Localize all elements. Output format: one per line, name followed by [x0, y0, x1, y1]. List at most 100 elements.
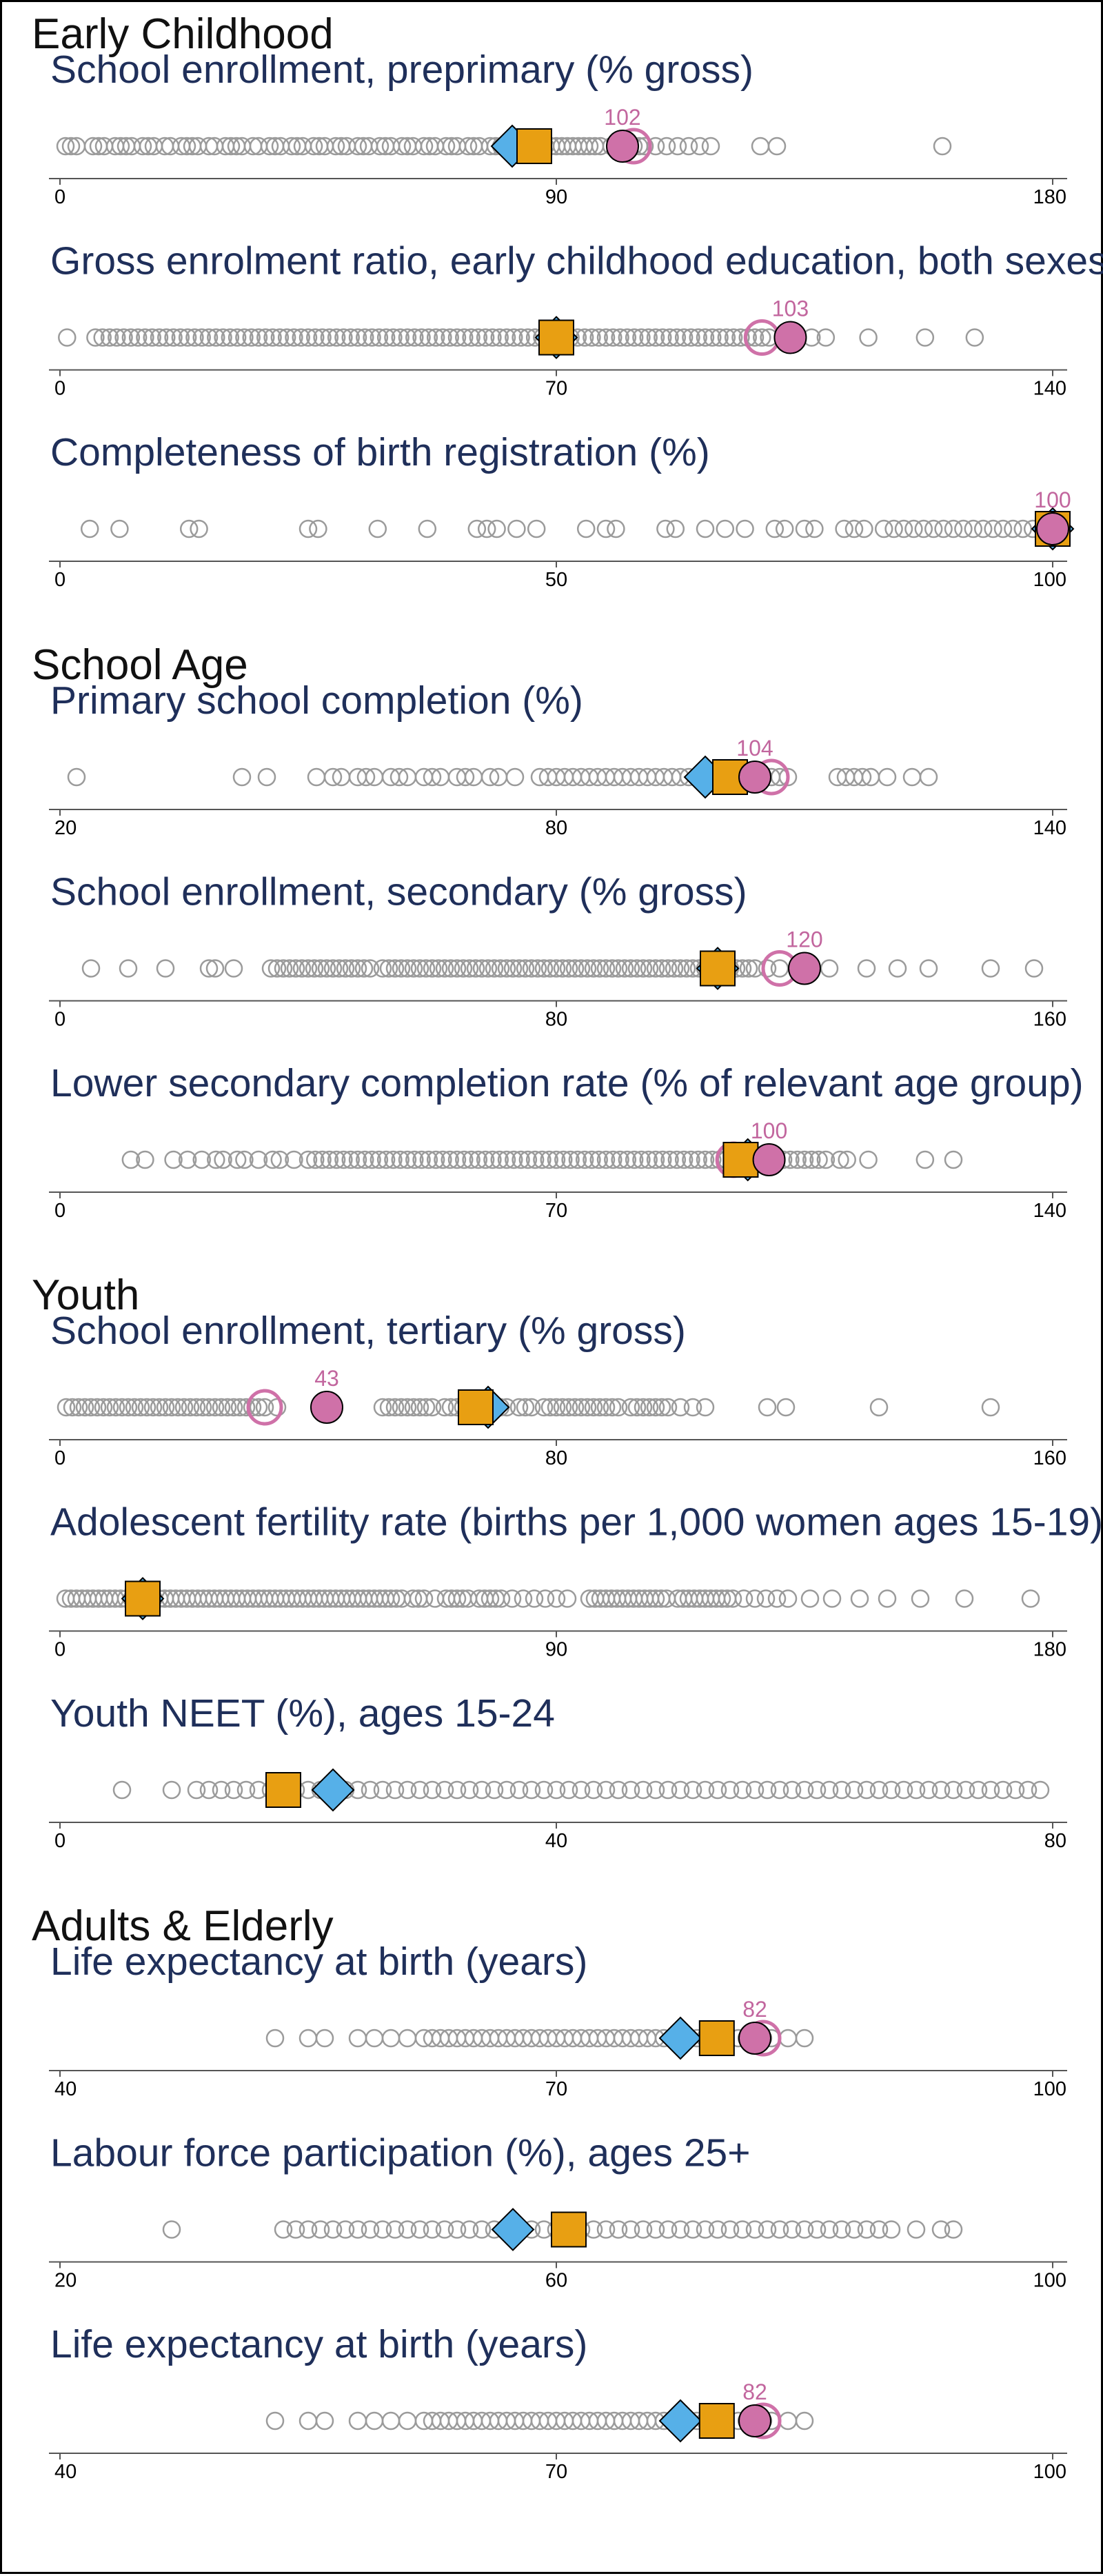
other-country-point [634, 959, 653, 978]
x-tick-label: 100 [1033, 2270, 1066, 2292]
group-average-diamond [658, 2399, 702, 2443]
other-country-point [192, 1150, 211, 1169]
other-country-point [356, 767, 376, 787]
other-country-point [646, 2220, 665, 2239]
other-country-point [497, 328, 516, 347]
other-country-point [435, 2220, 454, 2239]
other-country-point [525, 1589, 544, 1608]
other-country-point [696, 1780, 715, 1800]
other-country-point [348, 1150, 367, 1169]
other-country-point [611, 328, 629, 347]
other-country-point [106, 1398, 125, 1417]
other-country-point [462, 328, 480, 347]
other-country-point [334, 328, 353, 347]
other-country-point [311, 959, 330, 978]
other-country-point [323, 959, 343, 978]
other-country-point [306, 328, 325, 347]
other-country-point [767, 137, 787, 156]
other-country-point [483, 328, 502, 347]
other-country-point [634, 2220, 653, 2239]
other-country-point [336, 959, 355, 978]
other-country-point [844, 519, 864, 539]
other-country-point [931, 1780, 951, 1800]
other-country-point [235, 328, 254, 347]
other-country-point [178, 328, 197, 347]
other-country-point [315, 2029, 334, 2048]
other-country-point [969, 1780, 988, 1800]
other-country-point [236, 1780, 256, 1800]
other-country-point [472, 1780, 492, 1800]
country-point [310, 1391, 343, 1424]
other-country-point [218, 1398, 237, 1417]
other-country-point [416, 959, 436, 978]
other-country-point [270, 328, 290, 347]
other-country-point [75, 1398, 94, 1417]
other-country-point [429, 959, 448, 978]
other-country-point [423, 767, 442, 787]
other-country-point [954, 519, 973, 539]
other-country-point [621, 1780, 640, 1800]
other-country-point [282, 137, 301, 156]
other-country-point [363, 1150, 381, 1169]
other-country-point [143, 328, 161, 347]
other-country-point [298, 959, 318, 978]
other-country-point [265, 2411, 285, 2431]
panel-title: Youth NEET (%), ages 15-24 [50, 1691, 555, 1735]
other-country-point [121, 1150, 141, 1169]
other-country-point [205, 959, 225, 978]
group-average-square [265, 1772, 301, 1808]
other-country-point [361, 959, 380, 978]
other-country-point [512, 328, 530, 347]
other-country-point [1013, 519, 1033, 539]
other-country-point [609, 2220, 628, 2239]
other-country-point [171, 328, 190, 347]
other-country-point [820, 1780, 839, 1800]
section-title: Early Childhood [32, 10, 334, 58]
other-country-point [392, 137, 412, 156]
panel-title: Gross enrolment ratio, early childhood e… [50, 239, 1103, 283]
other-country-point [944, 1780, 963, 1800]
other-country-point [285, 328, 303, 347]
other-country-point [758, 2220, 777, 2239]
other-country-point [491, 959, 510, 978]
x-tick-label: 80 [545, 1009, 567, 1031]
other-country-point [736, 519, 754, 539]
other-country-point [224, 959, 243, 978]
country-value-label: 104 [736, 736, 773, 761]
other-country-point [398, 959, 417, 978]
other-country-point [80, 519, 99, 539]
other-country-point [758, 1780, 777, 1800]
other-country-point [911, 1589, 930, 1608]
other-country-point [490, 328, 509, 347]
other-country-point [150, 328, 169, 347]
other-country-point [831, 1150, 849, 1169]
other-country-point [320, 1150, 339, 1169]
x-tick-label: 40 [545, 1830, 567, 1852]
other-country-point [110, 519, 129, 539]
other-country-point [114, 328, 133, 347]
other-country-point [267, 959, 287, 978]
other-country-point [822, 1589, 842, 1608]
other-country-point [894, 519, 913, 539]
other-country-point [242, 328, 261, 347]
other-country-point [274, 959, 293, 978]
other-country-point [589, 1150, 608, 1169]
comparison-ring-point [743, 319, 780, 356]
other-country-point [915, 328, 935, 347]
other-country-point [528, 959, 547, 978]
other-country-point [518, 1150, 538, 1169]
other-country-point [677, 959, 696, 978]
other-country-point [455, 1150, 474, 1169]
other-country-point [69, 1398, 88, 1417]
other-country-point [547, 1150, 566, 1169]
other-country-point [739, 959, 758, 978]
other-country-point [379, 959, 398, 978]
panel-title: School enrollment, preprimary (% gross) [50, 48, 753, 92]
other-country-point [192, 328, 211, 347]
other-country-point [434, 1150, 452, 1169]
other-country-point [306, 1150, 325, 1169]
other-country-point [625, 328, 644, 347]
other-country-point [313, 328, 332, 347]
other-country-point [869, 1398, 889, 1417]
